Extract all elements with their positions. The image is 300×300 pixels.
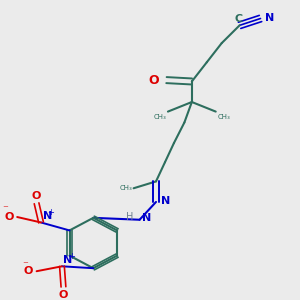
Text: O: O [148, 74, 159, 87]
Text: O: O [32, 190, 41, 201]
Text: H: H [126, 212, 133, 222]
Text: O: O [4, 212, 14, 222]
Text: C: C [234, 14, 242, 24]
Text: CH₃: CH₃ [217, 114, 230, 120]
Text: O: O [59, 290, 68, 300]
Text: CH₃: CH₃ [119, 185, 132, 191]
Text: N: N [64, 255, 73, 265]
Text: N: N [43, 211, 52, 221]
Text: ⁻: ⁻ [22, 260, 28, 270]
Text: +: + [68, 252, 75, 261]
Text: ⁻: ⁻ [2, 204, 8, 214]
Text: N: N [161, 196, 171, 206]
Text: CH₃: CH₃ [154, 114, 166, 120]
Text: N: N [265, 14, 274, 23]
Text: O: O [24, 266, 33, 276]
Text: N: N [142, 213, 151, 224]
Text: +: + [48, 208, 55, 217]
